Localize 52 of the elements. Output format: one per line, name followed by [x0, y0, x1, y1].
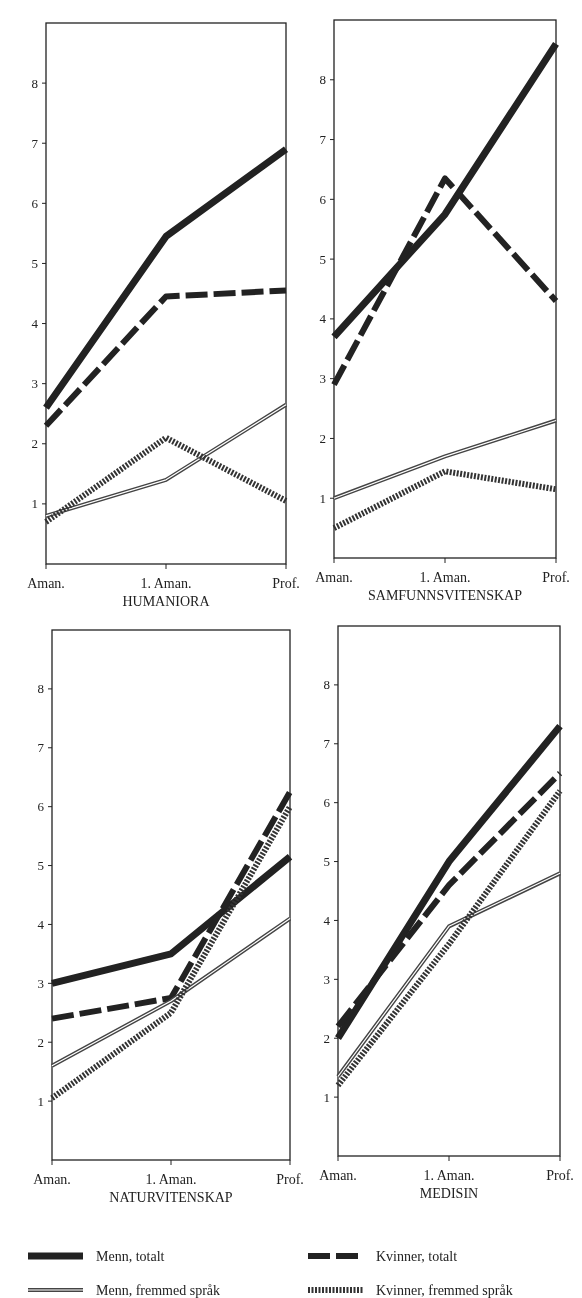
- x-tick-label: Prof.: [546, 1168, 574, 1183]
- y-tick-label: 5: [323, 854, 330, 870]
- y-tick-label: 1: [37, 1093, 44, 1109]
- y-tick-label: 7: [323, 736, 331, 752]
- y-tick-label: 7: [31, 135, 39, 151]
- y-tick-label: 4: [323, 912, 331, 928]
- x-tick-label: Aman.: [27, 576, 65, 591]
- x-tick-label: Prof.: [276, 1172, 304, 1187]
- x-axis-title: MEDISIN: [419, 1186, 479, 1201]
- y-tick-label: 1: [323, 1089, 330, 1105]
- x-tick-label: 1. Aman.: [145, 1172, 197, 1187]
- x-tick-label: 1. Aman.: [423, 1168, 475, 1183]
- y-tick-label: 4: [37, 916, 45, 932]
- x-tick-label: Aman.: [33, 1172, 71, 1187]
- legend-label: Kvinner, totalt: [376, 1248, 458, 1264]
- x-tick-label: Prof.: [272, 576, 300, 591]
- y-tick-label: 5: [37, 858, 44, 874]
- y-tick-label: 8: [37, 681, 44, 697]
- legend-label: Kvinner, fremmed språk: [376, 1282, 513, 1298]
- y-tick-label: 8: [319, 72, 326, 88]
- y-tick-label: 2: [323, 1030, 330, 1046]
- y-tick-label: 3: [37, 975, 44, 991]
- y-tick-label: 1: [319, 490, 326, 506]
- y-tick-label: 5: [31, 255, 38, 271]
- y-tick-label: 1: [31, 496, 38, 512]
- y-tick-label: 7: [37, 740, 45, 756]
- y-tick-label: 2: [319, 430, 326, 446]
- y-tick-label: 2: [31, 436, 38, 452]
- legend-label: Menn, fremmed språk: [96, 1282, 221, 1298]
- y-tick-label: 6: [37, 799, 45, 815]
- x-tick-label: 1. Aman.: [140, 576, 192, 591]
- legend-label: Menn, totalt: [96, 1248, 165, 1264]
- y-tick-label: 5: [319, 251, 326, 267]
- y-tick-label: 2: [37, 1034, 44, 1050]
- y-tick-label: 7: [319, 132, 327, 148]
- x-axis-title: SAMFUNNSVITENSKAP: [367, 588, 523, 603]
- x-tick-label: Aman.: [315, 570, 353, 585]
- x-tick-label: 1. Aman.: [419, 570, 471, 585]
- y-tick-label: 4: [319, 311, 327, 327]
- y-tick-label: 8: [31, 75, 38, 91]
- y-tick-label: 8: [323, 677, 330, 693]
- y-tick-label: 4: [31, 316, 39, 332]
- x-axis-title: NATURVITENSKAP: [109, 1190, 233, 1205]
- y-tick-label: 3: [319, 371, 326, 387]
- y-tick-label: 3: [31, 376, 38, 392]
- y-tick-label: 6: [319, 191, 327, 207]
- x-tick-label: Aman.: [319, 1168, 357, 1183]
- x-axis-title: HUMANIORA: [122, 594, 211, 609]
- x-tick-label: Prof.: [542, 570, 570, 585]
- y-tick-label: 6: [31, 195, 39, 211]
- y-tick-label: 3: [323, 971, 330, 987]
- y-tick-label: 6: [323, 795, 331, 811]
